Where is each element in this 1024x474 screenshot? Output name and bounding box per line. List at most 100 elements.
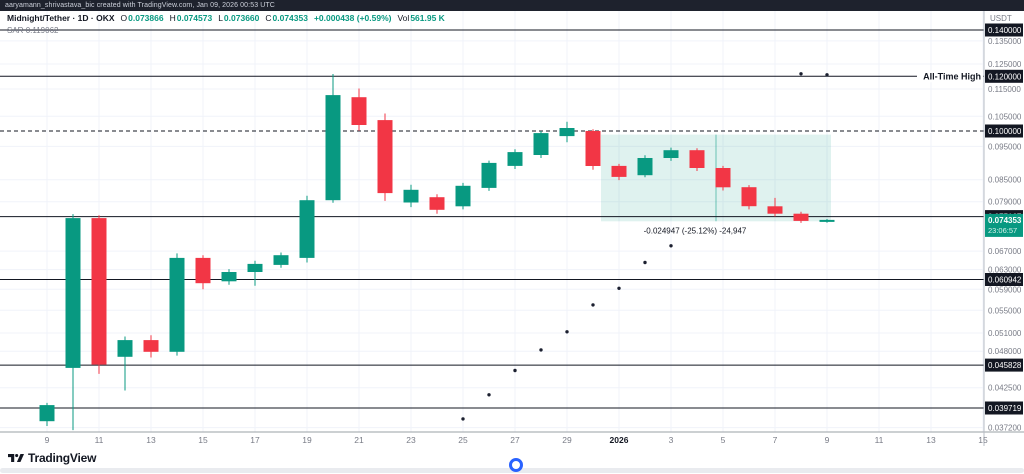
candlestick[interactable] [429, 194, 445, 214]
candlestick-chart[interactable]: -0.024947 (-25.12%) -24,947 All-Time High… [0, 0, 1024, 446]
sar-dot [617, 286, 621, 290]
indicator-legend-row[interactable]: SAR 0.119062 [7, 26, 445, 35]
candlestick[interactable] [689, 148, 705, 171]
last-price-value: 0.074353 [988, 216, 1022, 225]
price-level-badge: 0.100000 [985, 124, 1023, 138]
candlestick[interactable] [91, 215, 107, 374]
time-tick-label: 7 [773, 435, 778, 445]
time-tick-label: 23 [406, 435, 416, 445]
chat-bubble-button[interactable] [509, 458, 523, 472]
candlestick[interactable] [533, 131, 549, 158]
ohlc-open-value: 0.073866 [128, 13, 164, 23]
ohlc-close: C0.074353 [265, 13, 308, 23]
ohlc-close-value: 0.074353 [272, 13, 308, 23]
candlestick[interactable] [221, 269, 237, 285]
candlestick[interactable] [195, 255, 211, 290]
candlestick[interactable] [299, 195, 315, 263]
sar-indicator-name: SAR [7, 26, 24, 35]
candlestick[interactable] [377, 113, 393, 201]
price-tick-label: 0.042500 [988, 384, 1022, 393]
time-tick-label: 19 [302, 435, 312, 445]
time-axis[interactable]: 9 11 13 15 17 19 21 23 25 27 29 2026 3 5 7 9 11 13 15 [45, 435, 988, 445]
price-tick-label: 0.067000 [988, 247, 1022, 256]
attribution-bar: aaryamann_shrivastava_bic created with T… [0, 0, 1024, 11]
time-tick-label: 5 [721, 435, 726, 445]
time-tick-label: 15 [978, 435, 988, 445]
measure-label: -0.024947 (-25.12%) -24,947 [644, 226, 747, 235]
candlestick[interactable] [481, 160, 497, 191]
price-level-badge: 0.140000 [985, 23, 1023, 37]
sar-dots-layer [461, 72, 829, 421]
chart-legend: Midnight/Tether · 1D · OKX O0.073866 H0.… [7, 13, 445, 35]
svg-text:0.100000: 0.100000 [988, 127, 1022, 136]
sar-dot [591, 303, 595, 307]
candlestick[interactable] [741, 185, 757, 210]
candlestick[interactable] [663, 147, 679, 161]
candlestick[interactable] [325, 74, 341, 203]
candlestick[interactable] [793, 211, 809, 223]
time-tick-label: 17 [250, 435, 260, 445]
svg-text:0.140000: 0.140000 [988, 26, 1022, 35]
volume: Vol561.95 K [397, 13, 444, 23]
price-axis[interactable]: USDT 0.135000 0.125000 0.115000 0.105000 0.09… [985, 14, 1023, 433]
price-tick-label: 0.051000 [988, 329, 1022, 338]
candlestick[interactable] [117, 336, 133, 391]
candlestick[interactable] [39, 402, 55, 426]
candlestick[interactable] [403, 184, 419, 208]
price-tick-label: 0.037200 [988, 424, 1022, 433]
sar-dot [461, 417, 465, 421]
price-level-badge: 0.039719 [985, 401, 1023, 415]
candlestick[interactable] [247, 260, 263, 286]
sar-dot [565, 330, 569, 334]
price-tick-label: 0.085000 [988, 176, 1022, 185]
price-tick-label: 0.048000 [988, 347, 1022, 356]
candlestick[interactable] [585, 129, 601, 170]
time-tick-label: 15 [198, 435, 208, 445]
sar-indicator-value: 0.119062 [25, 26, 59, 35]
time-tick-label: 11 [95, 435, 104, 445]
symbol-legend-row: Midnight/Tether · 1D · OKX O0.073866 H0.… [7, 13, 445, 23]
price-tick-label: 0.115000 [988, 85, 1021, 94]
sar-dot [669, 244, 673, 248]
levels-layer[interactable]: All-Time High [0, 29, 984, 409]
bar-countdown: 23:06:57 [988, 226, 1017, 235]
price-level-badge: 0.060942 [985, 273, 1023, 286]
candlestick[interactable] [715, 165, 731, 191]
time-tick-label: 13 [146, 435, 156, 445]
price-tick-label: 0.063000 [988, 266, 1022, 275]
svg-text:0.039719: 0.039719 [988, 404, 1022, 413]
candlestick[interactable] [169, 253, 185, 356]
svg-text:0.060942: 0.060942 [988, 276, 1022, 285]
candlestick[interactable] [143, 335, 159, 358]
candlestick[interactable] [351, 88, 367, 131]
sar-dot [825, 73, 829, 77]
sar-dot [799, 72, 803, 76]
candlestick[interactable] [767, 197, 783, 217]
volume-value: 561.95 K [410, 13, 445, 23]
candlestick[interactable] [819, 219, 835, 223]
ohlc-high-label: H [169, 13, 176, 23]
price-level-badge: 0.045828 [985, 358, 1023, 372]
candlestick[interactable] [65, 214, 81, 431]
candlestick[interactable] [611, 163, 627, 181]
candles-layer[interactable] [39, 74, 835, 431]
time-tick-label: 9 [45, 435, 50, 445]
candlestick[interactable] [559, 121, 575, 143]
time-tick-label: 9 [825, 435, 830, 445]
price-tick-label: 0.105000 [988, 112, 1022, 121]
candlestick[interactable] [637, 155, 653, 178]
candlestick[interactable] [273, 252, 289, 268]
tradingview-logo[interactable]: TradingView [8, 451, 96, 465]
price-tick-label: 0.079000 [988, 198, 1022, 207]
tradingview-logo-icon [8, 454, 24, 462]
price-tick-label: 0.055000 [988, 306, 1022, 315]
time-tick-label: 27 [510, 435, 520, 445]
symbol-title[interactable]: Midnight/Tether · 1D · OKX [7, 13, 115, 23]
time-tick-label: 29 [562, 435, 572, 445]
candlestick[interactable] [455, 182, 471, 210]
ohlc-close-label: C [265, 13, 272, 23]
candlestick[interactable] [507, 149, 523, 169]
sar-dot [643, 260, 647, 265]
tradingview-logo-text: TradingView [28, 451, 97, 465]
